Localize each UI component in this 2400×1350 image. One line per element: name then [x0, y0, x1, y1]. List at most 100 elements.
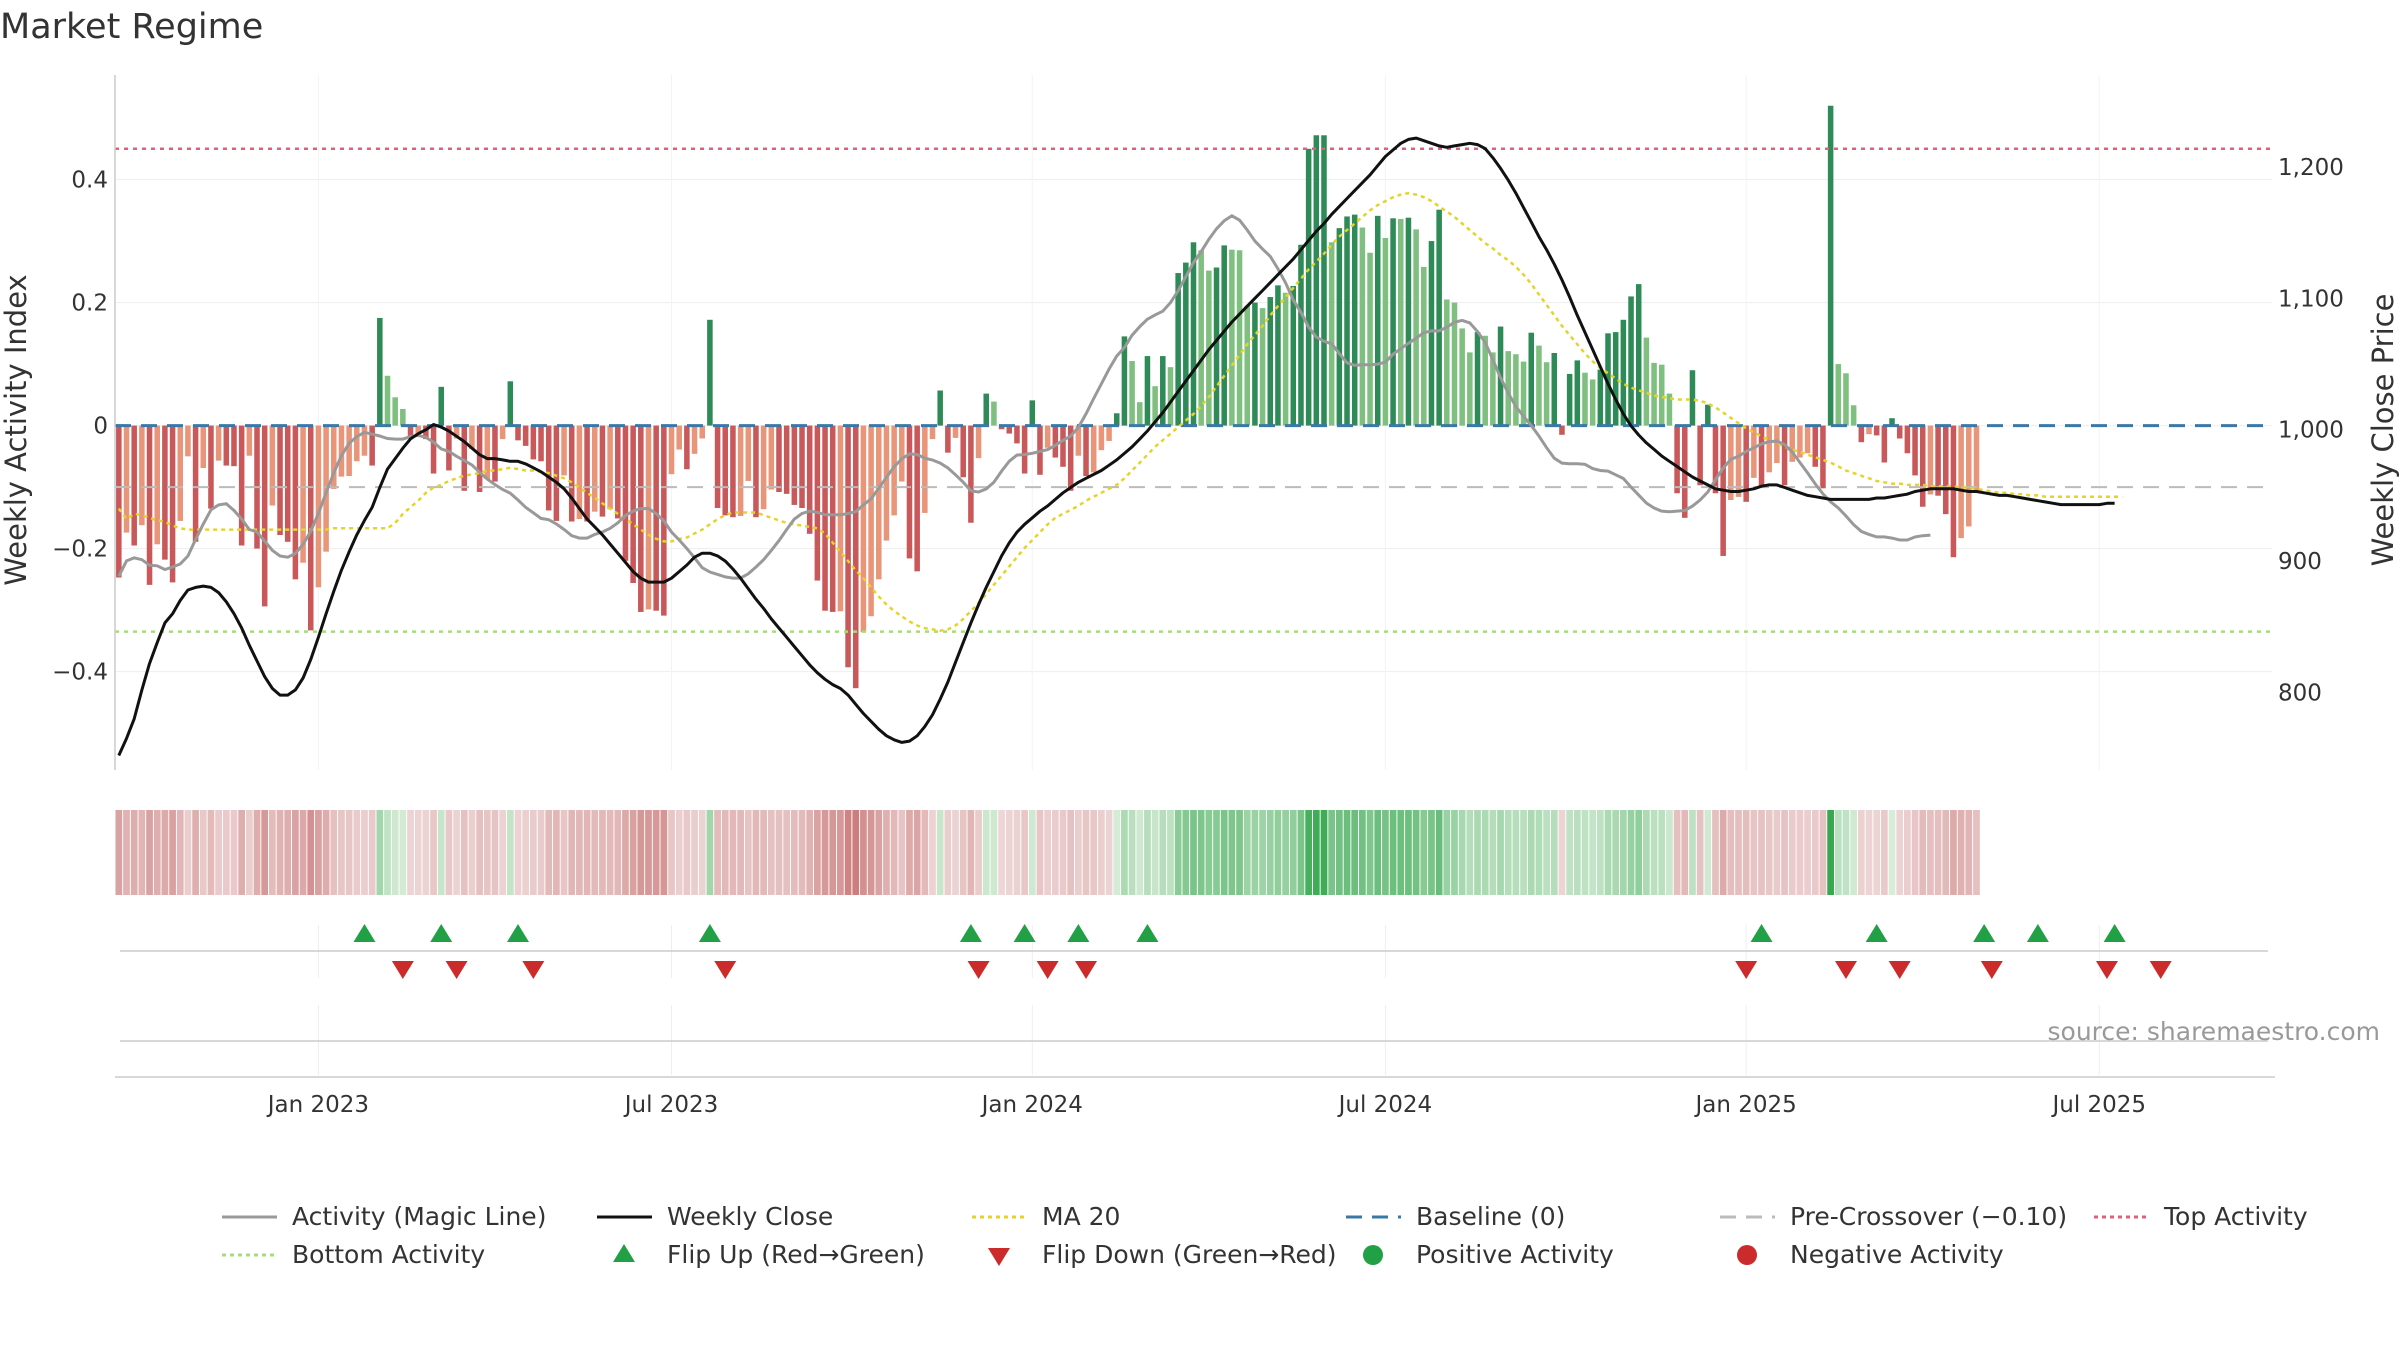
strip-cell — [837, 810, 844, 895]
activity-bar — [238, 425, 245, 546]
activity-bar — [361, 425, 368, 456]
activity-bar — [776, 425, 782, 492]
activity-bar — [300, 425, 306, 563]
legend-swatch — [1363, 1245, 1383, 1265]
legend-label: Baseline (0) — [1416, 1202, 1565, 1231]
flip-up-marker — [506, 924, 529, 942]
strip-cell — [1666, 810, 1673, 895]
gridlines — [115, 75, 2272, 1075]
activity-bar — [1658, 364, 1665, 426]
strip-cell — [483, 810, 491, 895]
activity-bar — [461, 425, 468, 491]
flip-down-marker — [967, 961, 990, 979]
activity-bar — [753, 425, 759, 518]
activity-bar — [1083, 425, 1089, 477]
strip-cell — [1098, 810, 1105, 895]
activity-bar — [806, 425, 813, 534]
strip-cell — [829, 810, 837, 895]
strip-cell — [1328, 810, 1336, 895]
strip-cell — [1220, 810, 1228, 895]
strip-cell — [998, 810, 1005, 895]
activity-bar — [1052, 425, 1059, 458]
strip-cell — [445, 810, 453, 895]
flip-up-marker — [1067, 924, 1090, 942]
legend-label: Top Activity — [2163, 1202, 2308, 1231]
activity-bar — [515, 425, 521, 441]
legend-label: Bottom Activity — [292, 1240, 485, 1269]
activity-bar — [876, 425, 882, 580]
strip-cell — [721, 810, 729, 895]
y-tick-label: 0.2 — [71, 291, 108, 317]
legend-label: Positive Activity — [1416, 1240, 1614, 1269]
activity-bar — [1697, 425, 1703, 486]
flip-down-marker — [1735, 961, 1758, 979]
strip-cell — [1082, 810, 1090, 895]
axes: 0.4 0.2 0 −0.2 −0.4 1,200 1,100 1,000 900 800 Jan … — [52, 75, 2344, 1118]
activity-bar — [1390, 218, 1396, 426]
strip-cell — [1197, 810, 1205, 895]
flip-down-marker — [522, 961, 545, 979]
activity-bar — [131, 425, 137, 546]
strip-cell — [1796, 810, 1804, 895]
activity-bar — [538, 425, 544, 462]
strip-cell — [1105, 810, 1113, 895]
strip-cell — [890, 810, 898, 895]
activity-bar — [1804, 425, 1811, 454]
strip-cell — [1013, 810, 1021, 895]
activity-bar — [1582, 372, 1588, 426]
activity-bar — [568, 425, 575, 522]
activity-bar — [1513, 354, 1519, 426]
strip-cell — [1028, 810, 1036, 895]
strip-cell — [1589, 810, 1597, 895]
strip-cell — [353, 810, 361, 895]
strip-cell — [1719, 810, 1727, 895]
activity-bar — [1797, 425, 1803, 458]
strip-cell — [199, 810, 207, 895]
activity-bar — [630, 425, 636, 584]
strip-cell — [1604, 810, 1612, 895]
strip-cell — [1366, 810, 1374, 895]
strip-cell — [1243, 810, 1251, 895]
x-tick-label: Jan 2024 — [980, 1092, 1083, 1118]
activity-bar — [1175, 273, 1181, 426]
strip-cell — [284, 810, 292, 895]
strip-cell — [606, 810, 614, 895]
activity-bar — [1221, 245, 1227, 426]
strip-cell — [268, 810, 276, 895]
strip-cell — [460, 810, 468, 895]
activity-bar — [430, 425, 437, 474]
strip-cell — [1497, 810, 1504, 895]
activity-bar — [1820, 425, 1826, 489]
strip-cell — [1581, 810, 1589, 895]
activity-bar — [392, 397, 398, 426]
strip-cell — [499, 810, 507, 895]
activity-bar — [1766, 425, 1772, 473]
strip-cell — [407, 810, 414, 895]
strip-cell — [253, 810, 261, 895]
strip-cell — [1074, 810, 1082, 895]
y-axis-title: Weekly Activity Index — [0, 274, 33, 585]
flip-down-marker — [1036, 961, 1059, 979]
flip-up-marker — [2103, 924, 2126, 942]
activity-bar — [162, 425, 168, 560]
activity-bar — [469, 425, 475, 449]
activity-bar — [891, 425, 897, 516]
strip-cell — [629, 810, 637, 895]
strip-cell — [1213, 810, 1220, 895]
strip-cell — [1927, 810, 1934, 895]
strip-cell — [591, 810, 599, 895]
activity-bar — [837, 425, 844, 612]
activity-bar — [146, 425, 153, 585]
activity-bar — [1919, 425, 1926, 507]
activity-bar — [1935, 425, 1941, 496]
activity-bar — [1421, 266, 1427, 426]
strip-cell — [1888, 810, 1896, 895]
activity-bar — [1244, 305, 1250, 426]
strip-cell — [1827, 810, 1834, 895]
strip-cell — [1773, 810, 1781, 895]
activity-bar — [1551, 353, 1558, 426]
legend-item: Weekly Close — [597, 1202, 833, 1231]
strip-cell — [238, 810, 246, 895]
activity-bar — [1781, 425, 1788, 486]
strip-cell — [123, 810, 130, 895]
